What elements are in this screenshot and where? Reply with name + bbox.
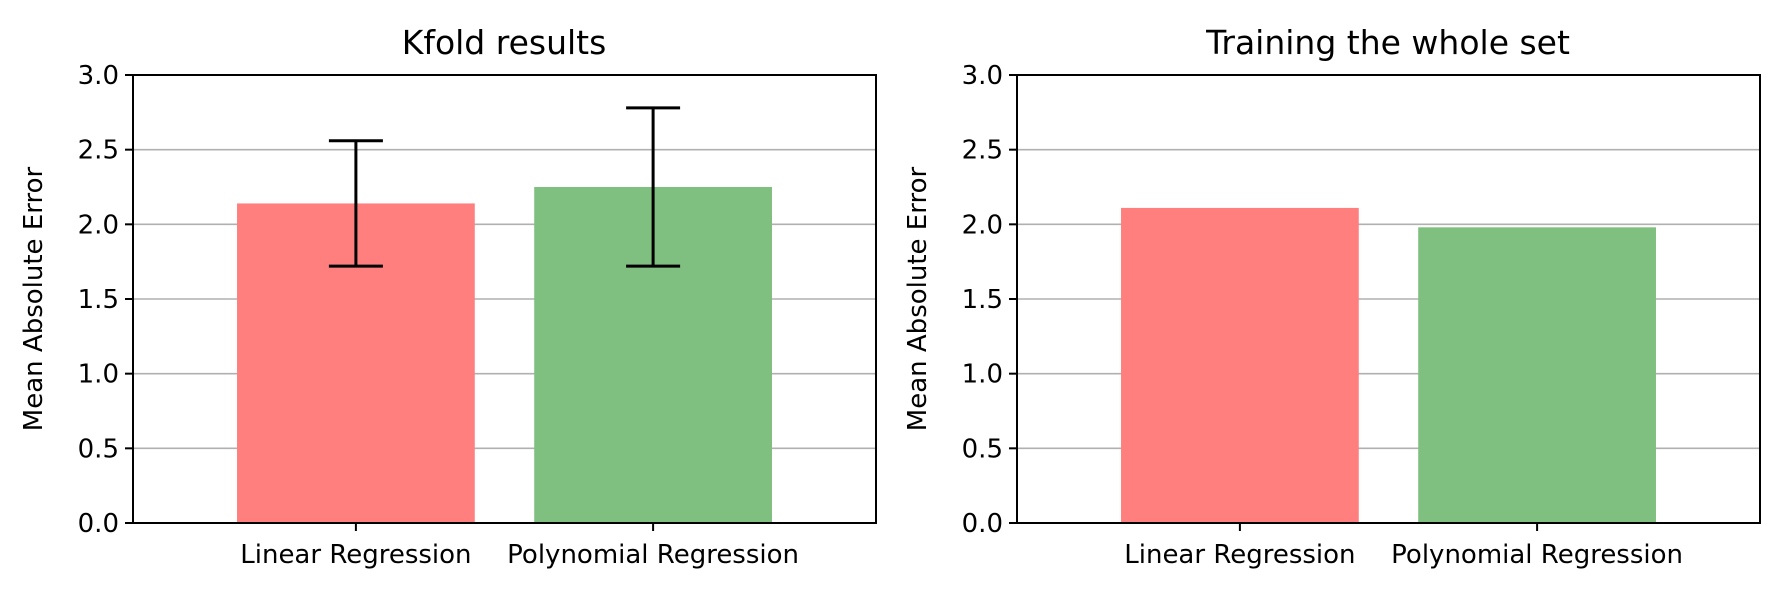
y-tick-label: 2.5 [78, 136, 119, 166]
y-tick-label: 2.5 [962, 136, 1003, 166]
x-tick-label: Polynomial Regression [1391, 540, 1683, 570]
y-tick-label: 2.0 [962, 210, 1003, 240]
y-tick-label: 3.0 [962, 61, 1003, 91]
y-axis-label: Mean Absolute Error [903, 167, 933, 432]
y-tick-label: 0.5 [78, 434, 119, 464]
y-tick-label: 1.5 [962, 285, 1003, 315]
bar-linear-regression [1121, 207, 1359, 523]
y-tick-label: 0.0 [78, 509, 119, 539]
y-tick-label: 2.0 [78, 210, 119, 240]
chart-title: Training the whole set [1205, 23, 1570, 62]
y-axis-label: Mean Absolute Error [19, 167, 49, 432]
y-tick-label: 3.0 [78, 61, 119, 91]
chart-title: Kfold results [402, 23, 607, 62]
y-tick-label: 1.0 [962, 360, 1003, 390]
x-tick-label: Polynomial Regression [507, 540, 799, 570]
x-tick-label: Linear Regression [1124, 540, 1355, 570]
y-tick-label: 1.0 [78, 360, 119, 390]
y-tick-label: 0.0 [962, 509, 1003, 539]
y-tick-label: 1.5 [78, 285, 119, 315]
y-tick-label: 0.5 [962, 434, 1003, 464]
x-tick-label: Linear Regression [240, 540, 471, 570]
bar-polynomial-regression [1418, 227, 1656, 523]
